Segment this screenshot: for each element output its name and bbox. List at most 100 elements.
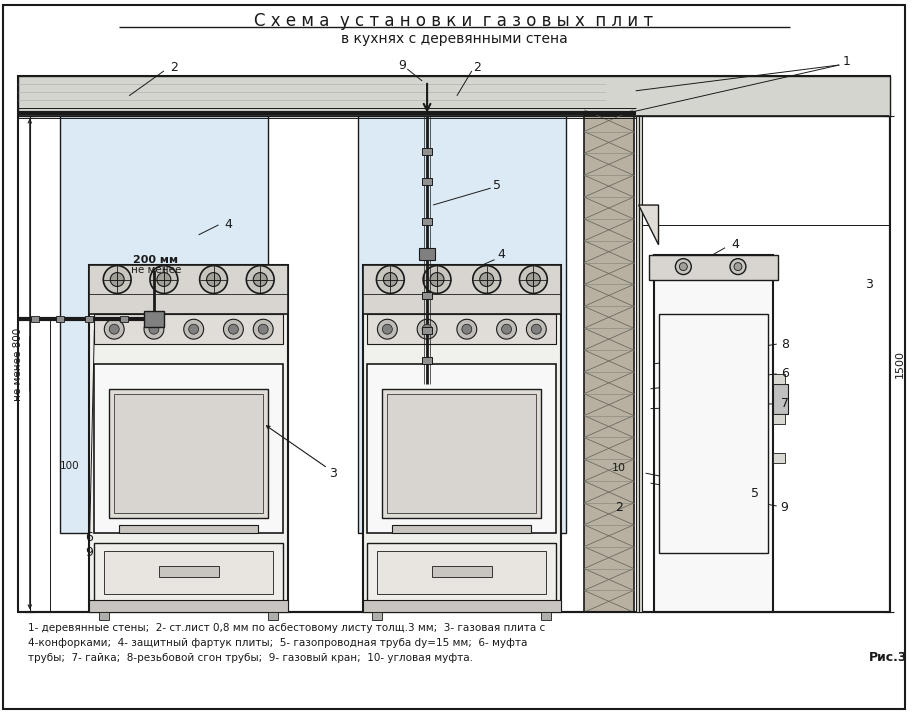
Circle shape bbox=[259, 324, 268, 334]
Bar bbox=[94, 314, 283, 344]
Bar bbox=[392, 525, 531, 533]
Bar bbox=[584, 116, 633, 613]
Text: 9: 9 bbox=[85, 546, 93, 559]
Text: 10: 10 bbox=[611, 463, 626, 473]
Text: 9: 9 bbox=[399, 59, 406, 73]
Circle shape bbox=[526, 273, 540, 286]
Circle shape bbox=[246, 266, 274, 293]
Circle shape bbox=[430, 273, 444, 286]
Bar bbox=[90, 265, 288, 314]
Circle shape bbox=[149, 324, 159, 334]
Circle shape bbox=[224, 319, 243, 339]
Text: 2: 2 bbox=[170, 61, 177, 74]
Bar bbox=[18, 76, 890, 116]
Text: 4-конфорками;  4- защитный фартук плиты;  5- газопроводная труба dy=15 мм;  6- м: 4-конфорками; 4- защитный фартук плиты; … bbox=[27, 638, 527, 648]
Circle shape bbox=[383, 273, 398, 286]
Text: 5: 5 bbox=[751, 486, 759, 500]
Circle shape bbox=[531, 324, 541, 334]
Circle shape bbox=[526, 319, 547, 339]
Circle shape bbox=[110, 324, 119, 334]
Bar bbox=[120, 316, 128, 322]
Bar bbox=[422, 327, 432, 334]
Bar bbox=[658, 314, 768, 553]
Bar bbox=[654, 255, 772, 613]
Text: 200 мм: 200 мм bbox=[133, 255, 178, 265]
Circle shape bbox=[253, 273, 267, 286]
Bar bbox=[363, 600, 561, 613]
Text: 3: 3 bbox=[866, 278, 873, 291]
Bar bbox=[420, 248, 435, 260]
Circle shape bbox=[480, 273, 494, 286]
Bar bbox=[422, 357, 432, 364]
Text: не менее: не менее bbox=[131, 265, 181, 275]
Text: 100: 100 bbox=[59, 461, 80, 471]
Text: трубы;  7- гайка;  8-резьбовой сгон трубы;  9- газовый кран;  10- угловая муфта.: трубы; 7- гайка; 8-резьбовой сгон трубы;… bbox=[27, 653, 473, 663]
Circle shape bbox=[199, 266, 228, 293]
Circle shape bbox=[734, 263, 742, 271]
Circle shape bbox=[150, 266, 178, 293]
Circle shape bbox=[104, 319, 124, 339]
Bar bbox=[635, 116, 642, 613]
Circle shape bbox=[417, 319, 437, 339]
Bar bbox=[114, 393, 263, 513]
Text: 3: 3 bbox=[329, 467, 336, 480]
Bar bbox=[388, 393, 537, 513]
Bar bbox=[367, 364, 557, 533]
Text: в кухнях с деревянными стена: в кухнях с деревянными стена bbox=[341, 32, 568, 46]
Circle shape bbox=[423, 266, 451, 293]
Bar bbox=[119, 525, 259, 533]
Text: Рис.3: Рис.3 bbox=[869, 651, 908, 665]
Bar bbox=[144, 311, 164, 327]
Bar bbox=[18, 76, 890, 613]
Bar bbox=[772, 384, 788, 413]
Bar bbox=[649, 255, 778, 279]
Bar bbox=[422, 253, 432, 260]
Polygon shape bbox=[639, 205, 658, 245]
Circle shape bbox=[377, 266, 404, 293]
Circle shape bbox=[473, 266, 501, 293]
Circle shape bbox=[377, 319, 398, 339]
Bar bbox=[772, 453, 784, 463]
Bar bbox=[432, 565, 492, 578]
Circle shape bbox=[253, 319, 273, 339]
Bar bbox=[772, 374, 784, 384]
Circle shape bbox=[730, 258, 746, 275]
Bar bbox=[94, 543, 283, 603]
Circle shape bbox=[679, 263, 687, 271]
Text: С х е м а  у с т а н о в к и  г а з о в ы х  п л и т: С х е м а у с т а н о в к и г а з о в ы … bbox=[254, 12, 654, 30]
Circle shape bbox=[462, 324, 472, 334]
Text: 9: 9 bbox=[781, 501, 789, 515]
Text: 4: 4 bbox=[225, 218, 232, 231]
Circle shape bbox=[675, 258, 691, 275]
Bar bbox=[363, 265, 561, 613]
Bar bbox=[59, 116, 268, 533]
Circle shape bbox=[144, 319, 164, 339]
Bar bbox=[94, 364, 283, 533]
Circle shape bbox=[457, 319, 477, 339]
Text: не менее 800: не менее 800 bbox=[13, 327, 23, 401]
Bar bbox=[772, 413, 784, 423]
Circle shape bbox=[422, 324, 432, 334]
Bar bbox=[104, 550, 273, 594]
Bar bbox=[110, 389, 268, 518]
Bar bbox=[382, 389, 541, 518]
Bar bbox=[363, 265, 561, 314]
Text: 1: 1 bbox=[843, 54, 850, 68]
Circle shape bbox=[157, 273, 171, 286]
Bar bbox=[422, 178, 432, 185]
Bar bbox=[357, 116, 566, 533]
Circle shape bbox=[184, 319, 204, 339]
Text: 2: 2 bbox=[473, 61, 481, 74]
Text: 1500: 1500 bbox=[895, 350, 905, 378]
Circle shape bbox=[188, 324, 198, 334]
Circle shape bbox=[103, 266, 131, 293]
Bar bbox=[159, 565, 218, 578]
Text: 2: 2 bbox=[615, 501, 622, 515]
Bar bbox=[367, 543, 557, 603]
Text: 5: 5 bbox=[493, 178, 501, 191]
Text: 6: 6 bbox=[85, 531, 93, 544]
Bar bbox=[90, 600, 288, 613]
Circle shape bbox=[207, 273, 220, 286]
Circle shape bbox=[502, 324, 512, 334]
Bar bbox=[85, 316, 93, 322]
